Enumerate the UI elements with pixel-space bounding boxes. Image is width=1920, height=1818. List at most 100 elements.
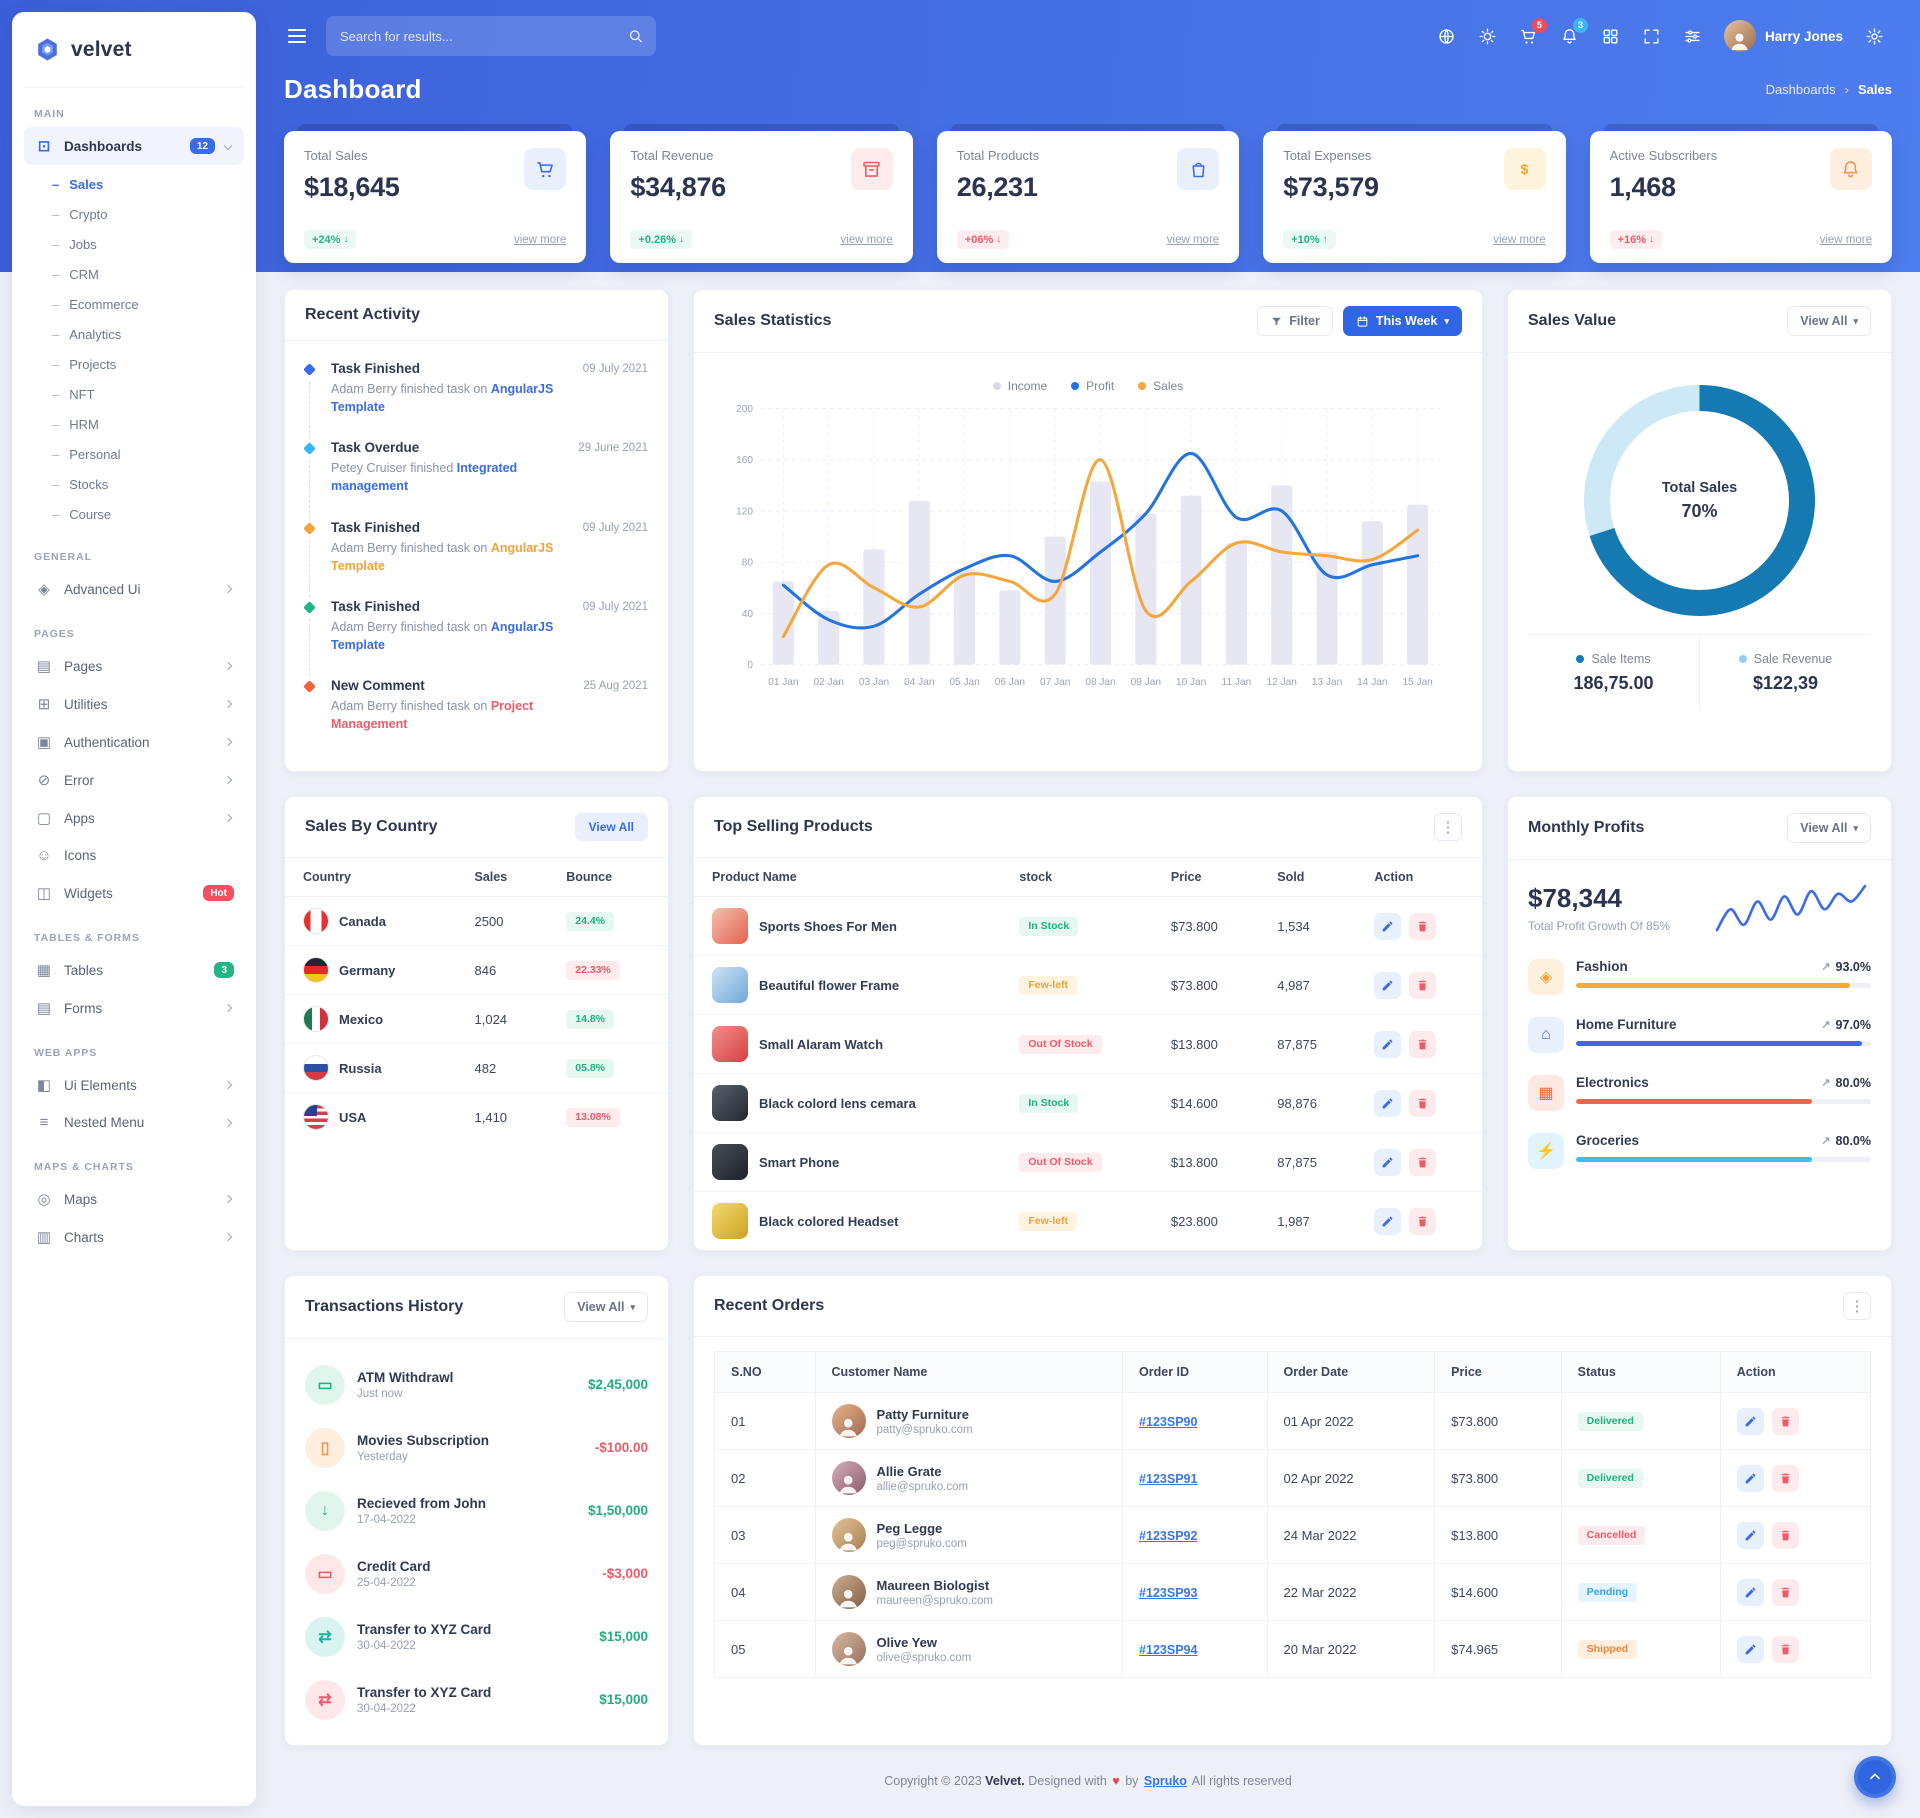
view-more-link[interactable]: view more (1493, 233, 1546, 246)
sidebar-subitem[interactable]: – NFT (52, 386, 95, 402)
view-all-button[interactable]: View All ▾ (564, 1292, 648, 1323)
delete-button[interactable] (1771, 1521, 1799, 1549)
edit-button[interactable] (1736, 1407, 1764, 1435)
stat-label: Total Revenue (630, 148, 714, 163)
order-id-link[interactable]: #123SP90 (1139, 1414, 1198, 1429)
edit-button[interactable] (1374, 971, 1402, 999)
apps-grid-icon[interactable] (1593, 18, 1629, 54)
activity-item: Task Finished Adam Berry finished task o… (305, 520, 648, 599)
sidebar-subitem[interactable]: – Sales (52, 176, 104, 192)
delete-button[interactable] (1409, 1030, 1437, 1058)
sidebar-subitem[interactable]: – Course (52, 506, 112, 522)
delta-badge: +0.26% ↓ (630, 230, 693, 249)
card-title: Recent Orders (714, 1297, 825, 1315)
delete-button[interactable] (1771, 1578, 1799, 1606)
edit-button[interactable] (1736, 1578, 1764, 1606)
view-all-button[interactable]: View All ▾ (1787, 813, 1871, 844)
sidebar-subitem[interactable]: – Ecommerce (52, 296, 139, 312)
transaction-row: ⇄ Transfer to XYZ Card 30-04-2022 $15,00… (305, 1668, 648, 1731)
view-more-link[interactable]: view more (1819, 233, 1872, 246)
scroll-to-top-button[interactable] (1854, 1756, 1896, 1799)
view-more-link[interactable]: view more (513, 233, 567, 246)
delete-button[interactable] (1771, 1635, 1799, 1663)
delete-button[interactable] (1771, 1407, 1799, 1435)
sidebar-item[interactable]: ◫ Widgets Hot (24, 874, 244, 912)
sales-by-country-card: Sales By Country View All Country Sales … (284, 796, 669, 1252)
sidebar-item[interactable]: ▤ Forms (24, 989, 244, 1027)
sidebar-item-dashboards[interactable]: ⊡ Dashboards 12 (24, 127, 244, 165)
settings-gear-icon[interactable] (1856, 18, 1892, 54)
spruko-link[interactable]: Spruko (1143, 1774, 1187, 1789)
filter-button[interactable]: Filter (1257, 306, 1333, 336)
delete-button[interactable] (1409, 912, 1437, 940)
view-all-button[interactable]: View All (574, 813, 648, 842)
sidebar-item[interactable]: ◎ Maps (24, 1180, 244, 1218)
date-range-button[interactable]: This Week ▾ (1342, 306, 1462, 336)
filter-icon[interactable] (1675, 18, 1711, 54)
sidebar-item[interactable]: ▥ Charts (24, 1218, 244, 1256)
view-all-button[interactable]: View All ▾ (1787, 306, 1871, 336)
sidebar-subitem[interactable]: – Projects (52, 356, 117, 372)
sidebar-item[interactable]: ⊞ Utilities (24, 685, 244, 723)
cart-icon (524, 148, 567, 190)
breadcrumb-dashboards[interactable]: Dashboards (1765, 82, 1836, 97)
more-options-button[interactable]: ⋮ (1434, 813, 1462, 842)
edit-button[interactable] (1736, 1635, 1764, 1663)
order-id-link[interactable]: #123SP91 (1139, 1471, 1198, 1486)
sidebar-subitem[interactable]: – Crypto (52, 206, 108, 222)
brand-logo[interactable]: velvet (24, 12, 244, 88)
edit-button[interactable] (1374, 1089, 1402, 1117)
sidebar-subitem[interactable]: – HRM (52, 416, 99, 432)
sidebar-item[interactable]: ◧ Ui Elements (24, 1066, 244, 1104)
delete-button[interactable] (1409, 971, 1437, 999)
globe-icon[interactable] (1429, 18, 1465, 54)
order-id-link[interactable]: #123SP93 (1139, 1585, 1198, 1600)
delete-button[interactable] (1409, 1089, 1437, 1117)
sidebar-subitem[interactable]: – Stocks (52, 476, 109, 492)
sidebar-subitem[interactable]: – Jobs (52, 236, 97, 252)
topbar: 5 3 Harry J (284, 0, 1892, 56)
search-icon[interactable] (627, 28, 644, 45)
search-input[interactable] (326, 16, 656, 56)
delete-button[interactable] (1409, 1207, 1437, 1235)
edit-button[interactable] (1736, 1521, 1764, 1549)
sidebar-subitem[interactable]: – Personal (52, 446, 121, 462)
stat-label: Total Expenses (1283, 148, 1372, 163)
sidebar-item[interactable]: ⊘ Error (24, 761, 244, 799)
view-more-link[interactable]: view more (840, 233, 893, 246)
apps-icon: ▢ (36, 810, 52, 827)
cart-icon[interactable]: 5 (1511, 18, 1547, 54)
bounce-badge: 05.8% (566, 1058, 615, 1078)
sidebar-subitem[interactable]: – CRM (52, 266, 99, 282)
stat-card-total-sales: Total Sales $18,645 +24% ↓ view more (284, 124, 587, 263)
more-options-button[interactable]: ⋮ (1843, 1292, 1871, 1321)
delete-button[interactable] (1771, 1464, 1799, 1492)
theme-toggle-icon[interactable] (1470, 18, 1506, 54)
menu-toggle-button[interactable] (284, 25, 310, 47)
sidebar-item[interactable]: ▤ Pages (24, 647, 244, 685)
sidebar-item[interactable]: ≡ Nested Menu (24, 1104, 244, 1141)
sidebar-item[interactable]: ☺ Icons (24, 837, 244, 874)
delete-button[interactable] (1409, 1148, 1437, 1176)
sidebar-item[interactable]: ▢ Apps (24, 799, 244, 837)
fullscreen-icon[interactable] (1634, 18, 1670, 54)
user-menu[interactable]: Harry Jones (1723, 20, 1843, 52)
edit-button[interactable] (1736, 1464, 1764, 1492)
chevron-right-icon (223, 813, 233, 823)
sidebar-item[interactable]: ▣ Authentication (24, 723, 244, 761)
edit-button[interactable] (1374, 1207, 1402, 1235)
edit-button[interactable] (1374, 1030, 1402, 1058)
sidebar-item[interactable]: ▦ Tables 3 (24, 951, 244, 989)
profit-category-row: ▦ Electronics ↗ 80.0% (1528, 1064, 1871, 1122)
edit-button[interactable] (1374, 912, 1402, 940)
notifications-icon[interactable]: 3 (1552, 18, 1588, 54)
column-header: stock (1001, 858, 1153, 898)
order-id-link[interactable]: #123SP94 (1139, 1642, 1198, 1657)
edit-button[interactable] (1374, 1148, 1402, 1176)
chevron-right-icon (223, 1080, 233, 1090)
stat-label: Active Subscribers (1609, 148, 1718, 163)
view-more-link[interactable]: view more (1166, 233, 1220, 246)
sidebar-item[interactable]: ◈ Advanced Ui (24, 570, 244, 608)
sidebar-subitem[interactable]: – Analytics (52, 326, 122, 342)
order-id-link[interactable]: #123SP92 (1139, 1528, 1198, 1543)
